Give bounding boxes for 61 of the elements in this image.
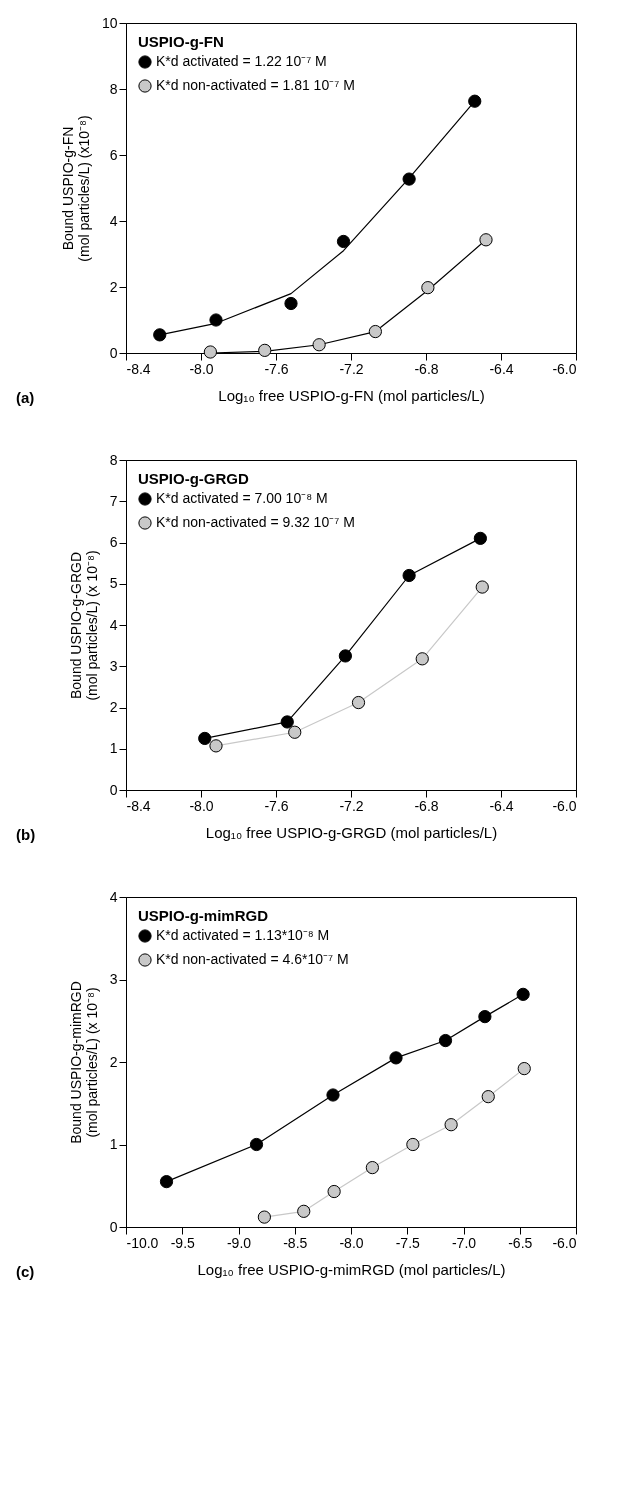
legend-title: USPIO-g-mimRGD bbox=[138, 907, 269, 924]
x-tick-label: -8.0 bbox=[189, 360, 214, 377]
y-tick-label: 1 bbox=[109, 740, 118, 757]
y-tick-label: 6 bbox=[109, 534, 118, 550]
x-tick-label: -6.8 bbox=[414, 360, 439, 377]
x-tick-label: -6.0 bbox=[552, 797, 577, 814]
y-tick-label: 3 bbox=[109, 971, 118, 987]
x-tick-label: -8.4 bbox=[126, 360, 151, 377]
x-tick-label: -8.0 bbox=[339, 1234, 364, 1251]
y-tick-label: 0 bbox=[109, 1218, 118, 1235]
y-tick-label: 2 bbox=[109, 1053, 118, 1070]
y-tick-label: 1 bbox=[109, 1136, 118, 1152]
x-tick-label: -7.5 bbox=[395, 1234, 421, 1251]
y-tick-label: 7 bbox=[109, 492, 118, 509]
y-tick-label: 8 bbox=[109, 80, 118, 97]
x-tick-label: -9.0 bbox=[226, 1234, 252, 1251]
x-tick-label: -7.6 bbox=[264, 360, 289, 377]
x-tick-label: -9.5 bbox=[170, 1234, 196, 1251]
y-tick-label: 2 bbox=[109, 699, 118, 715]
x-tick-label: -6.0 bbox=[552, 1234, 577, 1251]
y-tick-label: 8 bbox=[109, 451, 118, 468]
x-tick-label: -7.6 bbox=[264, 797, 289, 814]
x-tick-label: -7.2 bbox=[339, 360, 364, 377]
text: (c) bbox=[16, 1263, 35, 1280]
y-tick-label: 2 bbox=[109, 278, 118, 295]
x-tick-label: -7.0 bbox=[451, 1234, 477, 1251]
x-axis-title: Log₁₀ free USPIO-g-mimRGD (mol particles/L) bbox=[197, 1260, 506, 1278]
x-tick-label: -6.4 bbox=[489, 797, 514, 814]
text: (a) bbox=[16, 389, 35, 406]
y-tick-label: 0 bbox=[109, 344, 118, 361]
y-tick-label: 10 bbox=[101, 14, 118, 31]
y-axis-title: Bound USPIO-g-mimRGD (mol particles/L) (x 10⁻⁸) bbox=[67, 981, 100, 1144]
y-axis-title: Bound USPIO-g-GRGD (mol particles/L) (x 10⁻⁸) bbox=[67, 550, 100, 701]
x-tick-label: -7.2 bbox=[339, 797, 364, 814]
legend-title: USPIO-g-FN bbox=[138, 33, 224, 50]
y-tick-label: 4 bbox=[109, 888, 118, 905]
x-tick-label: -8.5 bbox=[283, 1234, 308, 1251]
x-tick-label: -6.4 bbox=[489, 360, 514, 377]
legend-label: K*d activated = 7.00 10⁻⁸ M bbox=[156, 490, 328, 506]
y-tick-label: 4 bbox=[109, 616, 118, 633]
x-tick-label: -8.0 bbox=[189, 797, 214, 814]
x-tick-label: -6.8 bbox=[414, 797, 439, 814]
legend-label: K*d non-activated = 9.32 10⁻⁷ M bbox=[156, 514, 355, 530]
y-tick-label: 6 bbox=[109, 146, 118, 163]
y-tick-label: 3 bbox=[109, 657, 118, 674]
legend-label: K*d non-activated = 1.81 10⁻⁷ M bbox=[156, 77, 355, 93]
y-tick-label: 4 bbox=[109, 212, 118, 229]
x-tick-label: -6.5 bbox=[508, 1234, 533, 1251]
y-tick-label: 0 bbox=[109, 781, 118, 798]
legend-label: K*d activated = 1.22 10⁻⁷ M bbox=[156, 53, 327, 69]
legend-label: K*d non-activated = 4.6*10⁻⁷ M bbox=[156, 951, 349, 967]
x-axis-title: Log₁₀ free USPIO-g-GRGD (mol particles/L) bbox=[205, 823, 498, 841]
x-tick-label: -8.4 bbox=[126, 797, 151, 814]
text: (b) bbox=[16, 826, 36, 843]
x-axis-title: Log₁₀ free USPIO-g-FN (mol particles/L) bbox=[218, 386, 485, 404]
x-tick-label: -6.0 bbox=[552, 360, 577, 377]
legend-label: K*d activated = 1.13*10⁻⁸ M bbox=[156, 927, 330, 943]
y-axis-title: Bound USPIO-g-FN (mol particles/L) (x10⁻⁸) bbox=[59, 115, 92, 262]
y-tick-label: 5 bbox=[109, 575, 118, 592]
legend-title: USPIO-g-GRGD bbox=[138, 470, 249, 487]
x-tick-label: -10.0 bbox=[126, 1234, 159, 1251]
